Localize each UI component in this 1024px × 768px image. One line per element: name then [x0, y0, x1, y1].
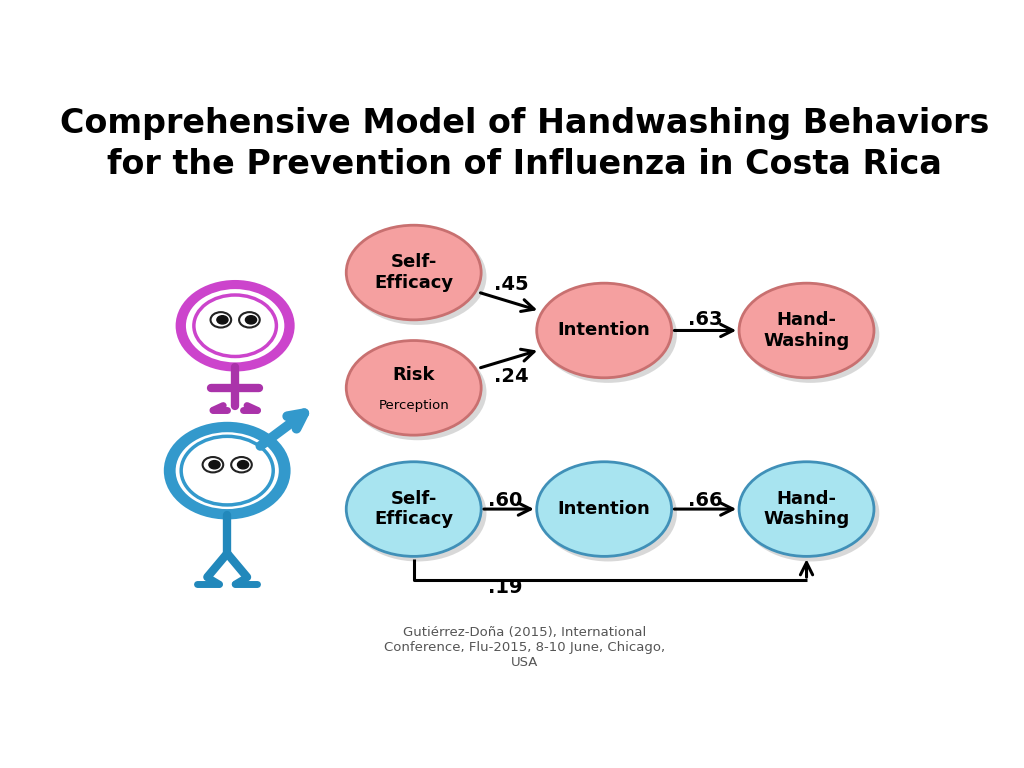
Ellipse shape — [741, 286, 880, 383]
Circle shape — [217, 316, 228, 324]
Ellipse shape — [346, 462, 481, 556]
Ellipse shape — [349, 344, 486, 440]
Text: Intention: Intention — [558, 322, 650, 339]
Text: Gutiérrez-Doña (2015), International
Conference, Flu-2015, 8-10 June, Chicago,
U: Gutiérrez-Doña (2015), International Con… — [384, 626, 666, 669]
Ellipse shape — [540, 286, 677, 383]
Circle shape — [181, 436, 273, 505]
Circle shape — [239, 312, 260, 327]
Circle shape — [203, 457, 223, 472]
Text: Hand-
Washing: Hand- Washing — [764, 311, 850, 350]
Circle shape — [211, 312, 231, 327]
Circle shape — [209, 461, 220, 468]
Ellipse shape — [540, 465, 677, 561]
Ellipse shape — [346, 340, 481, 435]
Text: Intention: Intention — [558, 500, 650, 518]
Circle shape — [176, 432, 279, 509]
Ellipse shape — [346, 225, 481, 319]
Ellipse shape — [739, 283, 874, 378]
Circle shape — [231, 457, 252, 472]
Circle shape — [246, 316, 257, 324]
Ellipse shape — [741, 465, 880, 561]
Text: .63: .63 — [688, 310, 722, 329]
Text: Comprehensive Model of Handwashing Behaviors
for the Prevention of Influenza in : Comprehensive Model of Handwashing Behav… — [60, 107, 989, 180]
Text: Hand-
Washing: Hand- Washing — [764, 490, 850, 528]
Text: .19: .19 — [487, 578, 522, 597]
Text: .45: .45 — [494, 275, 528, 294]
Ellipse shape — [349, 465, 486, 561]
Ellipse shape — [537, 283, 672, 378]
Text: .60: .60 — [487, 491, 522, 510]
Ellipse shape — [739, 462, 874, 556]
Ellipse shape — [537, 462, 672, 556]
Ellipse shape — [349, 228, 486, 325]
Circle shape — [194, 295, 276, 356]
Text: .24: .24 — [494, 366, 528, 386]
Circle shape — [238, 461, 249, 468]
Text: Risk: Risk — [392, 366, 435, 384]
Text: Self-
Efficacy: Self- Efficacy — [374, 490, 454, 528]
Text: Self-
Efficacy: Self- Efficacy — [374, 253, 454, 292]
Text: .66: .66 — [688, 491, 722, 510]
Text: Perception: Perception — [378, 399, 450, 412]
Circle shape — [186, 289, 285, 362]
